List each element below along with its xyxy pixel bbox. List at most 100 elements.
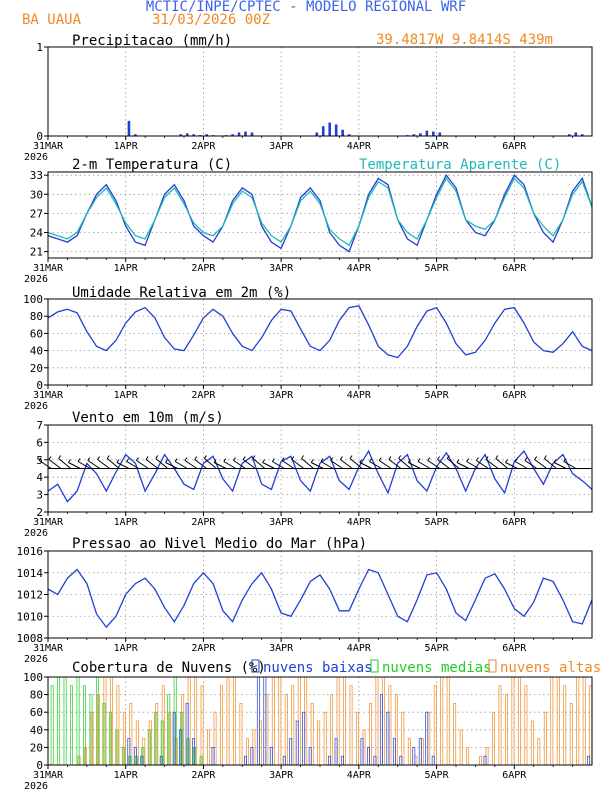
run-datetime: 31/03/2026 00Z (152, 12, 270, 28)
cloud-bar-high (278, 676, 282, 766)
precip-panel-title: Precipitacao (mm/h) (72, 33, 232, 49)
cloud-bar-high (537, 738, 541, 766)
rh-xtick-label: 6APR (502, 390, 527, 401)
temp-line-1 (47, 177, 593, 247)
temp-xtick-label: 3APR (269, 263, 294, 274)
cloud-legend-high: nuvens altas (500, 660, 601, 676)
cloud-bar-low (399, 755, 403, 766)
rh-ytick-label: 40 (30, 345, 43, 358)
cloud-bar-high (446, 676, 450, 766)
cloud-bar-low (483, 755, 487, 766)
wind-barb (378, 460, 392, 469)
wind-barb-flag (203, 455, 207, 459)
cloud-bar-low (373, 755, 377, 766)
wind-xtick-label: 6APR (502, 517, 527, 528)
cloud-xtick-label: 6APR (502, 770, 527, 781)
slp-xtick-label: 2APR (191, 643, 216, 654)
cloud-legend-mid: nuvens medias (382, 660, 492, 676)
cloud-xtick-label: 3APR (269, 770, 294, 781)
wind-barb-flag (563, 458, 567, 462)
wind-barb-flag (281, 457, 285, 461)
cloud-ytick-label: 0 (36, 759, 43, 772)
wind-barb (456, 462, 470, 469)
temp-ytick-label: 21 (30, 246, 43, 259)
wind-barb-flag (87, 457, 91, 461)
precip-bar (412, 134, 416, 136)
precip-bar (321, 126, 325, 136)
cloud-bar-high (220, 685, 223, 766)
wind-barb-flag (505, 459, 508, 463)
wind-barb (145, 459, 159, 469)
wind-barb-flag (38, 457, 42, 461)
wind-barb (68, 462, 81, 469)
wind-barb (233, 460, 246, 469)
wind-xtick-label: 1APR (114, 517, 139, 528)
cloud-bar-low (289, 738, 293, 766)
wind-barb (417, 461, 431, 469)
rh-line-0 (47, 305, 593, 359)
temp-ytick-label: 33 (30, 169, 43, 182)
wind-barb-flag (456, 459, 460, 463)
cloud-ytick-label: 60 (30, 706, 43, 719)
rh-year-label: 2026 (24, 401, 48, 412)
wind-barb (58, 458, 71, 469)
cloud-bar-high (550, 676, 554, 766)
cloud-panel-title: Cobertura de Nuvens (%) (72, 660, 266, 676)
wind-xtick-label: 5APR (425, 517, 450, 528)
precip-bar (432, 131, 435, 136)
rh-ytick-label: 0 (36, 379, 43, 392)
temp-panel: 21 24 27 30 33 31MAR 1APR 2APR 3APR 4APR 5APR 6APR 2… (24, 169, 593, 285)
wind-barb-flag (184, 457, 188, 461)
rh-panel-title: Umidade Relativa em 2m (%) (72, 285, 291, 301)
wind-barb (320, 461, 334, 469)
temp-year-label: 2026 (24, 274, 48, 285)
wind-barb (136, 460, 149, 469)
cloud-bar-low (256, 676, 260, 766)
cloud-bar-low (269, 747, 273, 766)
cloud-bar-high (479, 755, 483, 766)
wind-barb-flag (485, 456, 489, 460)
wind-barb-flag (262, 459, 266, 463)
cloud-bar-high (524, 685, 528, 766)
wind-barb-flag (330, 457, 334, 461)
cloud-xtick-label: 4APR (347, 770, 372, 781)
wind-barb-flag (223, 458, 227, 462)
wind-xtick-label: 31MAR (33, 517, 64, 528)
precip-ytick-label: 0 (36, 130, 43, 143)
cloud-bar-high (349, 685, 353, 766)
wind-barb (398, 458, 411, 469)
rh-xtick-label: 2APR (191, 390, 216, 401)
cloud-bar-low (295, 720, 299, 766)
cloud-year-label: 2026 (24, 781, 48, 792)
wind-barb (340, 459, 353, 469)
precip-bar (205, 134, 208, 136)
wind-xtick-label: 3APR (269, 517, 294, 528)
wind-barb-flag (388, 456, 392, 460)
cloud-bar-high (207, 729, 211, 766)
slp-xtick-label: 3APR (269, 643, 294, 654)
temp-xtick-label: 6APR (502, 263, 527, 274)
wind-ytick-label: 2 (36, 506, 43, 519)
rh-ytick-label: 100 (23, 293, 43, 306)
cloud-bar-mid (63, 676, 67, 766)
wind-barb (194, 459, 207, 469)
precip-xtick-label: 1APR (114, 141, 139, 152)
cloud-legend-mid-swatch (370, 659, 379, 673)
cloud-bar-low (282, 755, 286, 766)
precip-bar (134, 134, 137, 136)
wind-barb (359, 462, 373, 469)
slp-panel-title: Pressao ao Nivel Medio do Mar (hPa) (72, 536, 367, 552)
wind-barb-flag (213, 459, 217, 463)
cloud-ytick-label: 20 (30, 741, 43, 754)
precip-bar (425, 130, 429, 136)
wind-barb-flag (126, 458, 130, 462)
precip-ytick-label: 1 (36, 41, 43, 54)
wind-barb-flag (534, 456, 538, 460)
cloud-bar-low (412, 747, 416, 766)
wind-barb (184, 460, 198, 469)
slp-xtick-label: 4APR (347, 643, 372, 654)
wind-barb-flag (174, 458, 178, 462)
wind-barb (524, 460, 538, 469)
wind-barb-flag (524, 457, 528, 461)
